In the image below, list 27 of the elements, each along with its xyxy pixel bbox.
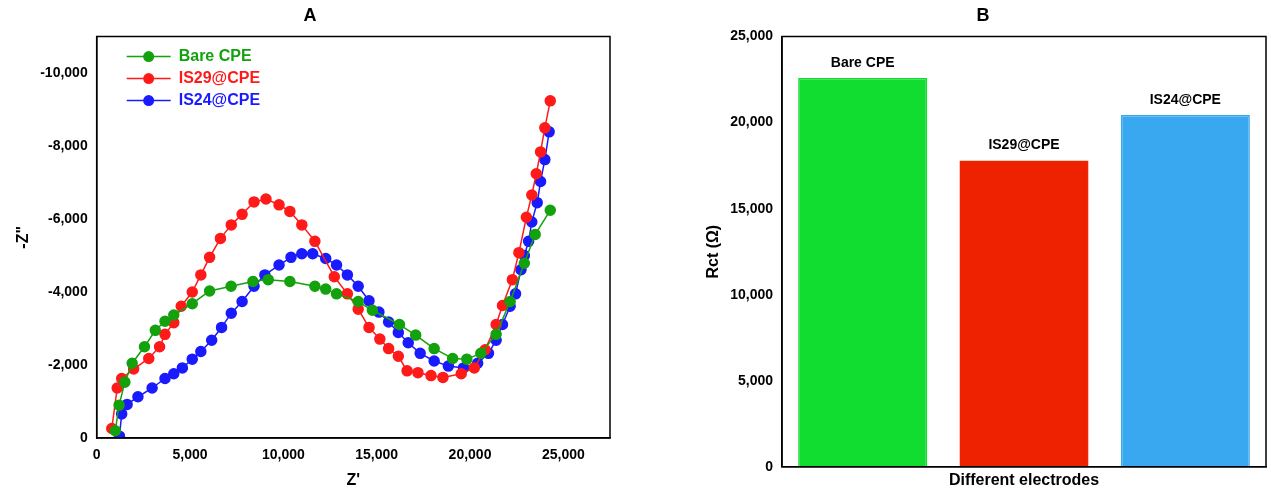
chart-title: B xyxy=(976,4,990,25)
y-tick-label: -4,000 xyxy=(47,282,88,299)
x-tick-label: 5,000 xyxy=(172,446,208,463)
x-tick-label: 20,000 xyxy=(448,446,492,463)
legend-label: IS24@CPE xyxy=(178,91,261,109)
legend-label: Bare CPE xyxy=(178,47,252,65)
y-tick-label: 0 xyxy=(765,457,774,474)
y-axis-title: -Z" xyxy=(14,225,32,249)
y-tick-label: 20,000 xyxy=(730,113,774,130)
y-tick-label: 0 xyxy=(79,428,88,445)
x-tick-label: 15,000 xyxy=(355,446,399,463)
y-tick-label: -6,000 xyxy=(47,209,88,226)
x-tick-label: 25,000 xyxy=(541,446,585,463)
y-tick-label: 10,000 xyxy=(730,285,774,302)
y-tick-label: -2,000 xyxy=(47,355,88,372)
y-axis-title: Rct (Ω) xyxy=(704,224,722,279)
chart-title: A xyxy=(303,4,317,25)
x-tick-label: 10,000 xyxy=(261,446,305,463)
x-tick-label: 0 xyxy=(92,446,101,463)
y-tick-label: -8,000 xyxy=(47,136,88,153)
y-tick-label: -10,000 xyxy=(40,63,88,80)
x-axis-title: Different electrodes xyxy=(948,470,1100,488)
x-axis-title: Z' xyxy=(346,470,361,488)
y-tick-label: 5,000 xyxy=(737,371,774,388)
y-tick-label: 25,000 xyxy=(730,27,774,44)
y-tick-label: 15,000 xyxy=(730,199,774,216)
legend-label: IS29@CPE xyxy=(178,69,261,87)
